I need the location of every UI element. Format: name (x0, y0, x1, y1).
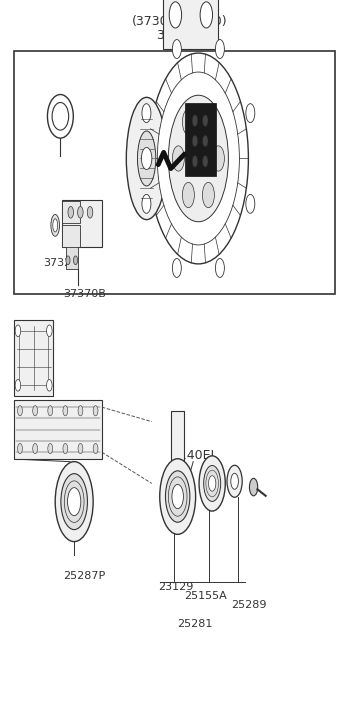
Circle shape (15, 325, 21, 337)
Circle shape (183, 109, 194, 134)
Circle shape (68, 488, 81, 515)
Circle shape (199, 456, 225, 511)
Bar (171, 411, 184, 465)
Circle shape (18, 443, 22, 454)
Circle shape (93, 406, 98, 416)
Text: 37325: 37325 (43, 258, 78, 268)
Circle shape (78, 406, 83, 416)
Text: 25287P: 25287P (63, 571, 106, 581)
Circle shape (78, 206, 83, 218)
Circle shape (172, 39, 181, 58)
Circle shape (48, 406, 53, 416)
Circle shape (148, 53, 248, 264)
Bar (62, 225, 80, 247)
Circle shape (87, 206, 93, 218)
Circle shape (142, 194, 151, 213)
Circle shape (78, 443, 83, 454)
Ellipse shape (47, 95, 73, 138)
Bar (66, 246, 78, 269)
Bar (62, 200, 102, 247)
Circle shape (204, 465, 221, 502)
Circle shape (142, 104, 151, 123)
Text: 37300E: 37300E (156, 29, 203, 42)
Text: (37300-2G800): (37300-2G800) (131, 15, 227, 28)
Text: 25155A: 25155A (184, 591, 227, 601)
Circle shape (47, 379, 52, 391)
Circle shape (192, 115, 198, 126)
Circle shape (169, 1, 181, 28)
Circle shape (192, 156, 198, 167)
Circle shape (168, 95, 228, 222)
Bar (62, 201, 80, 223)
Circle shape (33, 406, 38, 416)
Circle shape (203, 156, 208, 167)
Circle shape (172, 484, 184, 509)
Circle shape (227, 465, 242, 497)
Bar (185, 103, 216, 176)
Circle shape (63, 443, 68, 454)
Circle shape (47, 325, 52, 337)
Circle shape (172, 146, 184, 171)
Circle shape (200, 1, 213, 28)
Ellipse shape (138, 131, 156, 186)
Text: 1140EJ: 1140EJ (172, 449, 215, 462)
Circle shape (166, 471, 190, 522)
Ellipse shape (52, 103, 69, 130)
Circle shape (183, 182, 194, 208)
Circle shape (160, 459, 196, 534)
Circle shape (203, 182, 214, 208)
Circle shape (18, 406, 22, 416)
Bar (157, 121, 195, 196)
Circle shape (213, 146, 224, 171)
Circle shape (203, 109, 214, 134)
Circle shape (48, 443, 53, 454)
Circle shape (66, 256, 70, 265)
Circle shape (208, 475, 216, 491)
Text: 37370B: 37370B (63, 289, 106, 300)
Circle shape (68, 206, 73, 218)
Circle shape (73, 256, 78, 265)
Bar (14, 320, 53, 396)
Text: 25289: 25289 (231, 600, 266, 610)
Ellipse shape (126, 97, 167, 220)
Circle shape (55, 462, 93, 542)
Circle shape (215, 259, 224, 278)
Circle shape (192, 135, 198, 147)
Text: 25281: 25281 (177, 619, 213, 630)
Circle shape (33, 443, 38, 454)
Circle shape (15, 379, 21, 391)
Circle shape (61, 474, 88, 529)
Circle shape (231, 473, 238, 489)
Circle shape (157, 72, 239, 245)
Circle shape (172, 259, 181, 278)
Bar (14, 400, 102, 459)
Ellipse shape (51, 214, 59, 236)
Circle shape (203, 115, 208, 126)
Circle shape (249, 478, 258, 496)
Circle shape (246, 104, 255, 123)
Circle shape (141, 148, 152, 169)
Circle shape (178, 483, 186, 499)
Circle shape (246, 194, 255, 213)
Circle shape (215, 39, 224, 58)
Circle shape (203, 135, 208, 147)
Bar (14, 51, 335, 294)
Text: 23129: 23129 (158, 582, 194, 592)
Circle shape (63, 406, 68, 416)
Circle shape (93, 443, 98, 454)
Bar (163, 0, 218, 49)
Ellipse shape (53, 219, 58, 232)
